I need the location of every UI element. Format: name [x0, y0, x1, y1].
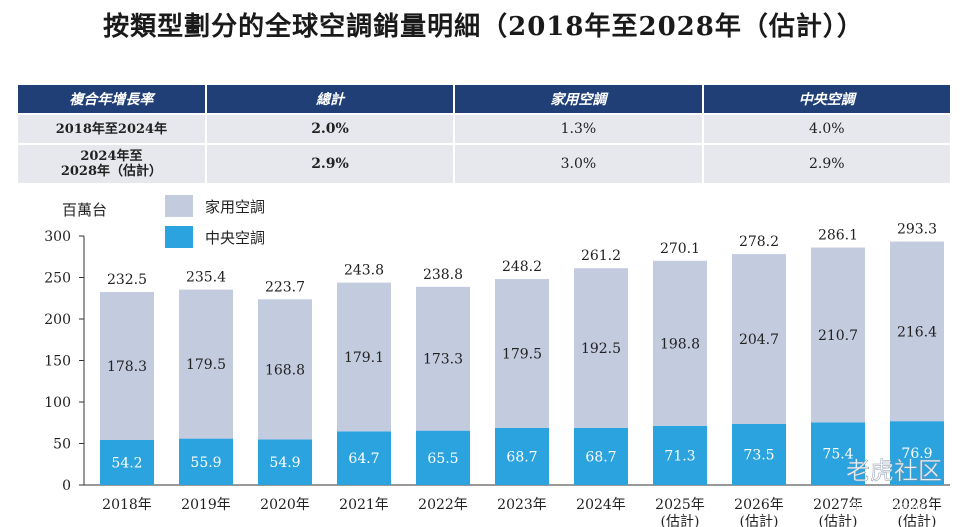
legend-swatch — [165, 195, 193, 217]
y-tick-label: 50 — [53, 437, 71, 453]
y-tick-label: 100 — [44, 395, 71, 411]
data-label-central: 65.5 — [427, 451, 458, 467]
x-tick-label: (估計) — [819, 514, 858, 527]
x-tick-label: 2026年 — [734, 497, 784, 513]
legend-swatch — [165, 226, 193, 248]
data-label-central: 68.7 — [585, 449, 616, 465]
data-label-total: 238.8 — [423, 267, 463, 283]
data-label-total: 293.3 — [897, 222, 937, 238]
data-label-home: 179.1 — [344, 350, 384, 366]
data-label-total: 261.2 — [581, 248, 621, 264]
y-tick-label: 300 — [44, 229, 71, 245]
x-tick-label: (估計) — [740, 514, 779, 527]
x-tick-label: 2023年 — [497, 497, 547, 513]
data-label-home: 179.5 — [186, 357, 226, 373]
x-tick-label: 2021年 — [339, 497, 389, 513]
data-label-central: 68.7 — [506, 449, 537, 465]
x-tick-label: 2025年 — [655, 497, 705, 513]
data-label-total: 243.8 — [344, 263, 384, 279]
legend-label: 中央空調 — [205, 229, 265, 247]
data-label-central: 71.3 — [664, 448, 695, 464]
data-label-home: 216.4 — [897, 324, 937, 340]
data-label-home: 198.8 — [660, 336, 700, 352]
x-tick-label: 2022年 — [418, 497, 468, 513]
x-tick-label: 2020年 — [260, 497, 310, 513]
data-label-total: 270.1 — [660, 241, 700, 257]
data-label-total: 235.4 — [186, 270, 226, 286]
data-label-home: 178.3 — [107, 359, 147, 375]
data-label-central: 55.9 — [190, 455, 221, 471]
stacked-bar-chart: 0 50 100 150 200 250 300 百萬台 54.2 178.3 232.5 2018年… — [0, 0, 967, 527]
data-label-total: 286.1 — [818, 228, 858, 244]
data-label-total: 223.7 — [265, 279, 305, 295]
data-label-total: 248.2 — [502, 259, 542, 275]
data-label-home: 204.7 — [739, 332, 779, 348]
x-tick-label: 2024年 — [576, 497, 626, 513]
watermark-user: @ZRresearch — [848, 500, 935, 515]
data-label-central: 64.7 — [348, 451, 379, 467]
x-tick-label: 2019年 — [181, 497, 231, 513]
data-label-central: 54.9 — [269, 455, 300, 471]
data-label-home: 179.5 — [502, 346, 542, 362]
data-label-home: 173.3 — [423, 352, 463, 368]
data-label-total: 232.5 — [107, 272, 147, 288]
x-tick-label: 2018年 — [102, 497, 152, 513]
y-axis-label: 百萬台 — [62, 201, 107, 219]
data-label-home: 168.8 — [265, 362, 305, 378]
legend-label: 家用空調 — [205, 198, 265, 216]
y-tick-label: 0 — [62, 478, 71, 494]
x-tick-label: (估計) — [661, 514, 700, 527]
data-label-total: 278.2 — [739, 234, 779, 250]
watermark-brand: 老虎社区 — [846, 457, 942, 485]
data-label-central: 54.2 — [111, 456, 142, 472]
data-label-home: 210.7 — [818, 328, 858, 344]
y-tick-label: 250 — [44, 271, 71, 287]
x-tick-label: (估計) — [898, 514, 937, 527]
data-label-home: 192.5 — [581, 341, 621, 357]
y-tick-label: 200 — [44, 312, 71, 328]
data-label-central: 73.5 — [743, 447, 774, 463]
y-tick-label: 150 — [44, 354, 71, 370]
